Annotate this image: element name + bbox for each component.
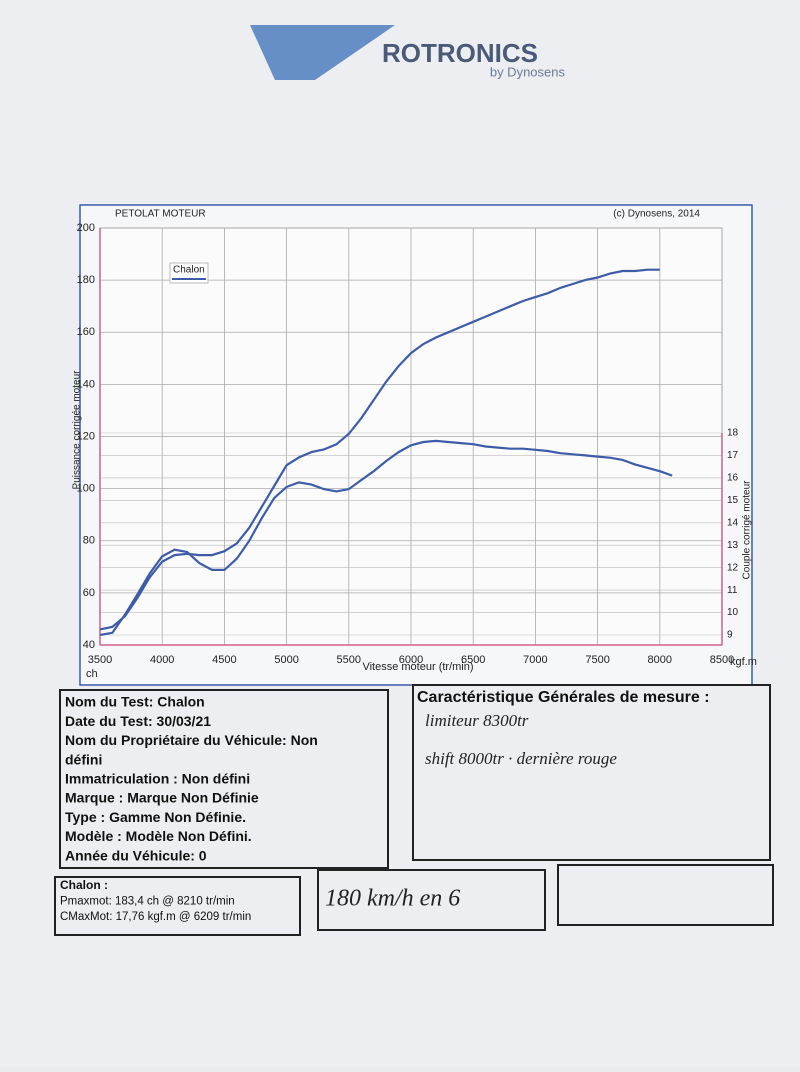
y-tick-label: 80	[83, 535, 95, 547]
y-tick-label: 40	[83, 639, 95, 651]
test-info-line: Marque : Marque Non Définie	[65, 790, 259, 806]
test-info-line: Année du Véhicule: 0	[65, 847, 207, 863]
test-info-line: Nom du Test: Chalon	[65, 694, 205, 710]
x-tick-label: 3500	[88, 654, 112, 666]
y-unit: ch	[86, 668, 98, 680]
y2-tick-label: 17	[727, 450, 739, 461]
y2-tick-label: 15	[727, 495, 739, 506]
summary-line: Chalon :	[60, 878, 108, 892]
x-tick-label: 4500	[212, 654, 236, 666]
y-tick-label: 120	[77, 430, 95, 442]
test-info-line: Type : Gamme Non Définie.	[65, 809, 246, 825]
test-info-line: Nom du Propriétaire du Véhicule: Non	[65, 732, 318, 748]
x-tick-label: 5000	[274, 654, 298, 666]
summary-box	[54, 876, 301, 936]
x-tick-label: 5500	[337, 654, 361, 666]
summary-line: CMaxMot: 17,76 kgf.m @ 6209 tr/min	[60, 911, 251, 923]
y2-tick-label: 14	[727, 517, 739, 528]
x-tick-label: 6000	[399, 654, 423, 666]
y2-tick-label: 9	[727, 630, 733, 641]
test-info-line: Immatriculation : Non défini	[65, 771, 250, 787]
test-info-line: défini	[65, 751, 102, 767]
y-tick-label: 100	[77, 483, 95, 495]
y-tick-label: 160	[77, 326, 95, 338]
copyright: (c) Dynosens, 2014	[613, 209, 700, 220]
logo-shape	[250, 25, 395, 80]
handwritten-note: limiteur 8300tr	[425, 711, 529, 730]
x-tick-label: 7000	[523, 654, 547, 666]
y2-tick-label: 12	[727, 562, 739, 573]
y-tick-label: 200	[77, 222, 95, 234]
summary-line: Pmaxmot: 183,4 ch @ 8210 tr/min	[60, 896, 235, 908]
x-tick-label: 7500	[585, 654, 609, 666]
y-axis-label: Puissance corrigée moteur	[72, 370, 83, 490]
y2-axis-label: Couple corrigé moteur	[742, 480, 753, 580]
x-tick-label: 8500	[710, 654, 734, 666]
characteristics-box	[412, 684, 771, 861]
y-tick-label: 140	[77, 378, 95, 390]
note-box	[317, 869, 546, 931]
test-info-box	[59, 689, 389, 869]
x-tick-label: 8000	[648, 654, 672, 666]
chart-title: PETOLAT MOTEUR	[115, 209, 206, 220]
legend-label: Chalon	[173, 265, 205, 276]
y-tick-label: 60	[83, 587, 95, 599]
brand-sub: by Dynosens	[490, 64, 566, 79]
series-line	[99, 268, 660, 631]
characteristics-title: Caractéristique Générales de mesure :	[417, 689, 710, 706]
handwritten-note: shift 8000tr · dernière rouge	[425, 749, 617, 768]
series-line	[99, 439, 673, 637]
x-tick-label: 4000	[150, 654, 174, 666]
y2-tick-label: 13	[727, 540, 739, 551]
x-tick-label: 6500	[461, 654, 485, 666]
y-tick-label: 180	[77, 274, 95, 286]
test-info-line: Modèle : Modèle Non Défini.	[65, 828, 252, 844]
y2-tick-label: 11	[727, 585, 738, 596]
handwritten-note: 180 km/h en 6	[325, 886, 460, 912]
y2-unit: kgf.m	[730, 656, 757, 668]
y2-tick-label: 16	[727, 473, 739, 484]
y2-tick-label: 10	[727, 607, 739, 618]
x-axis-label: Vitesse moteur (tr/min)	[362, 661, 473, 673]
y2-tick-label: 18	[727, 428, 739, 439]
test-info-line: Date du Test: 30/03/21	[65, 713, 211, 729]
brand: ROTRONICS	[382, 38, 538, 68]
empty-box	[557, 864, 774, 926]
